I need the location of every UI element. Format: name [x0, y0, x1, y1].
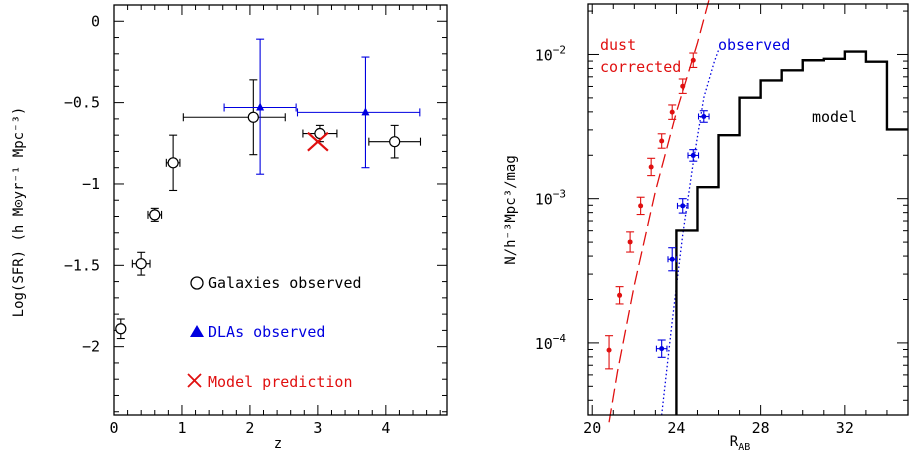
- observed-point: [690, 152, 696, 158]
- dust-corrected-point: [648, 164, 654, 170]
- legend-triangle-marker: [190, 325, 204, 337]
- left-y-tick-label: −1.5: [64, 256, 100, 274]
- left-y-tick-label: −1: [82, 175, 100, 193]
- left-x-tick-label: 3: [313, 419, 322, 437]
- right-x-tick-label: 32: [836, 419, 854, 437]
- legend-galaxies-label: Galaxies observed: [208, 274, 362, 292]
- dust-corrected-curve: [608, 0, 710, 423]
- galaxy-point: [389, 136, 401, 148]
- galaxy-point: [149, 209, 161, 221]
- model-point: [307, 131, 329, 152]
- dust-corrected-point: [606, 347, 612, 353]
- left-y-tick-label: 0: [91, 12, 100, 30]
- left-errorbar: [182, 79, 286, 156]
- legend-cross-marker: [187, 373, 202, 388]
- annotation-model: model: [812, 108, 857, 126]
- left-legend: Galaxies observed DLAs observed Model pr…: [187, 274, 362, 391]
- annotation-corrected: corrected: [600, 58, 681, 76]
- annotation-dust: dust: [600, 36, 636, 54]
- dla-point: [361, 107, 370, 116]
- right-y-tick-label: 10−2: [535, 43, 566, 64]
- observed-point: [680, 203, 686, 209]
- right-y-tick-label: 10−4: [535, 332, 567, 353]
- sfr-vs-redshift-panel: 0 1 2 3 4 0 −0.5 −1 −1.5 −2 z Log(SFR) (h M⊙yr⁻¹ …: [11, 4, 448, 452]
- galaxy-point: [115, 323, 127, 335]
- right-x-tick-label: 20: [583, 419, 601, 437]
- left-x-axis-label: z: [274, 436, 282, 452]
- left-y-tick-label: −0.5: [64, 94, 100, 112]
- galaxy-point: [167, 157, 179, 169]
- right-plot-frame: [587, 3, 909, 416]
- dust-corrected-point: [690, 57, 696, 63]
- dust-corrected-point: [617, 292, 623, 298]
- left-x-tick-label: 2: [245, 419, 254, 437]
- observed-point: [669, 256, 675, 262]
- galaxy-point: [135, 258, 147, 270]
- left-x-tick-label: 1: [177, 419, 186, 437]
- left-plot-frame: [113, 4, 448, 416]
- observed-point: [659, 346, 665, 352]
- dust-corrected-point: [627, 239, 633, 245]
- dust-corrected-point: [638, 203, 644, 209]
- left-x-tick-label: 4: [381, 419, 390, 437]
- right-x-axis-main: R: [730, 434, 739, 450]
- right-x-tick-label: 28: [752, 419, 770, 437]
- dust-corrected-point: [659, 138, 665, 144]
- luminosity-function-panel: 20 24 28 32 10−4 10−3 10−2 RAB N/h⁻³Mpc³/mag d…: [503, 0, 909, 453]
- legend-model-label: Model prediction: [208, 373, 353, 391]
- right-y-axis-label: N/h⁻³Mpc³/mag: [503, 155, 519, 265]
- left-errorbar: [296, 56, 421, 169]
- dust-corrected-point: [680, 83, 686, 89]
- left-x-tick-label: 0: [109, 419, 118, 437]
- dust-corrected-point: [669, 109, 675, 115]
- model-histogram: [675, 50, 908, 415]
- galaxy-point: [247, 111, 259, 123]
- right-y-tick-label: 10−3: [535, 188, 566, 209]
- left-y-axis-label: Log(SFR) (h M⊙yr⁻¹ Mpc⁻³): [11, 107, 27, 318]
- annotation-observed: observed: [718, 36, 790, 54]
- legend-circle-marker: [190, 276, 204, 290]
- right-x-axis-sub: AB: [738, 442, 750, 453]
- right-x-axis-label: RAB: [730, 434, 750, 453]
- legend-dlas-label: DLAs observed: [208, 323, 325, 341]
- dla-point: [256, 102, 265, 111]
- right-x-tick-label: 24: [667, 419, 685, 437]
- left-y-tick-label: −2: [82, 338, 100, 356]
- observed-point: [701, 113, 707, 119]
